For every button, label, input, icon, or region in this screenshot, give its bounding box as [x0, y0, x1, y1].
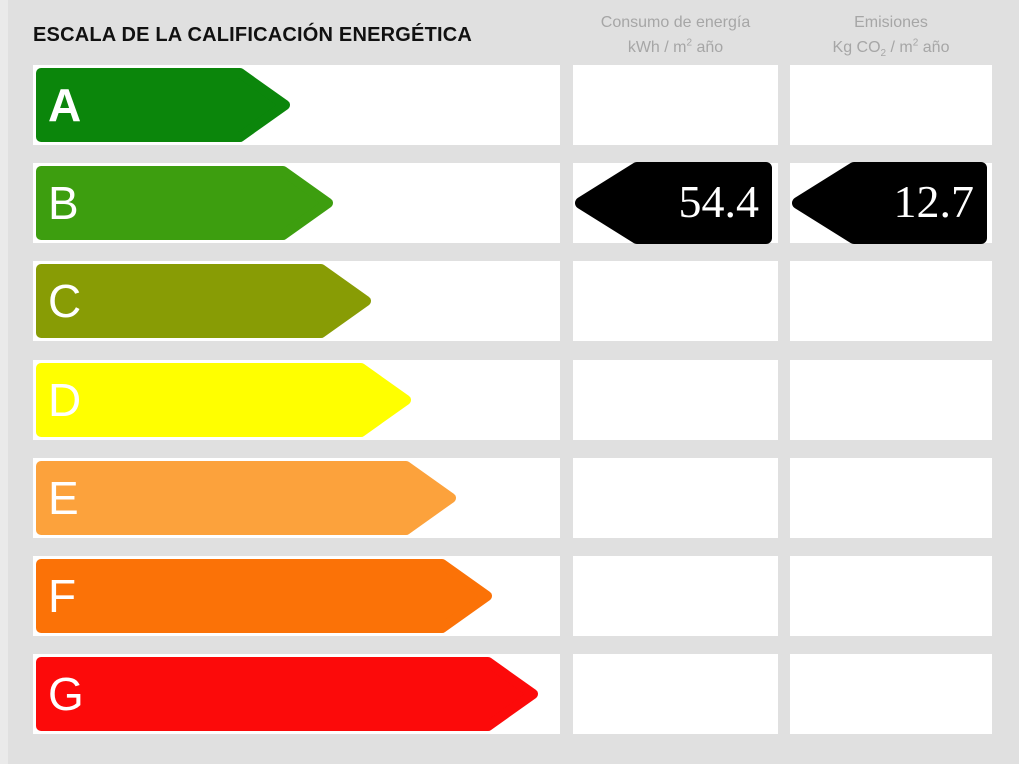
- consumption-header-line1: Consumo de energía: [600, 14, 751, 31]
- consumption-cell: [573, 458, 778, 538]
- consumption-column-header: Consumo de energía kWh / m2 año: [573, 10, 778, 60]
- emissions-column-header: Emisiones Kg CO2 / m2 año: [790, 10, 992, 60]
- rating-arrow-d: [36, 363, 411, 437]
- emissions-cell: [790, 261, 992, 341]
- consumption-cell: [573, 556, 778, 636]
- consumption-unit: kWh / m2 año: [627, 37, 724, 56]
- emissions-cell: [790, 360, 992, 440]
- emissions-cell: [790, 556, 992, 636]
- emissions-cell: [790, 458, 992, 538]
- rating-row-d: D: [33, 360, 992, 440]
- grade-letter-c: C: [48, 275, 82, 327]
- grade-letter-d: D: [48, 374, 82, 426]
- rating-arrow-b: [36, 166, 333, 240]
- rating-arrow-e: [36, 461, 456, 535]
- consumption-cell: [573, 360, 778, 440]
- rating-arrow-a: [36, 68, 290, 142]
- grade-letter-b: B: [48, 177, 79, 229]
- consumption-cell: [573, 654, 778, 734]
- grade-letter-a: A: [48, 79, 82, 131]
- consumption-cell: [573, 261, 778, 341]
- rating-row-a: A: [33, 65, 992, 145]
- emissions-value-arrow: 12.7: [790, 160, 988, 246]
- page-edge-strip: [0, 0, 8, 764]
- rating-row-b: B 54.4 12.7: [33, 160, 992, 246]
- rating-row-f: F: [33, 556, 992, 636]
- consumption-value-arrow: 54.4: [573, 160, 773, 246]
- grade-letter-g: G: [48, 668, 84, 720]
- consumption-cell: [573, 65, 778, 145]
- grade-letter-e: E: [48, 472, 79, 524]
- scale-title: ESCALA DE LA CALIFICACIÓN ENERGÉTICA: [33, 24, 473, 46]
- emissions-value: 12.7: [893, 175, 975, 227]
- rating-row-g: G: [33, 654, 992, 734]
- grade-letter-f: F: [48, 570, 77, 622]
- consumption-value: 54.4: [678, 175, 760, 227]
- emissions-cell: [790, 654, 992, 734]
- rating-arrow-c: [36, 264, 371, 338]
- emissions-unit: Kg CO2 / m2 año: [832, 37, 950, 60]
- emissions-cell: [790, 65, 992, 145]
- emissions-header-line1: Emisiones: [854, 14, 928, 31]
- rating-row-c: C: [33, 261, 992, 341]
- rating-arrow-f: [36, 559, 492, 633]
- rating-arrow-g: [36, 657, 538, 731]
- rating-row-e: E: [33, 458, 992, 538]
